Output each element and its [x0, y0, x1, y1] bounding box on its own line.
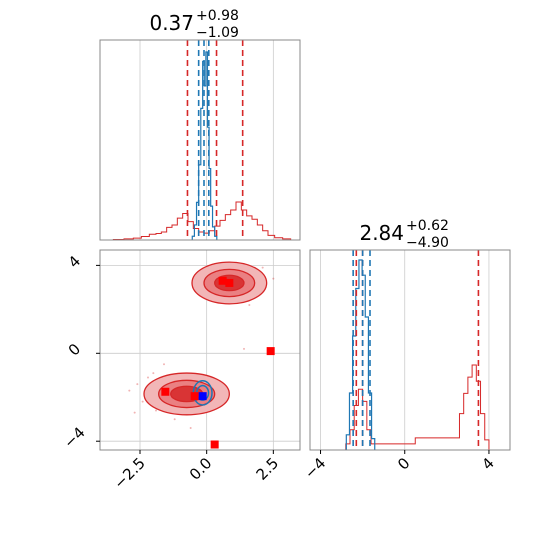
top-blue-histogram: [191, 51, 218, 240]
joint-x-tick-label-0: −2.5: [110, 454, 148, 492]
right-panel-title-plus: +0.62: [406, 218, 449, 234]
joint-red-marker-4: [190, 392, 199, 401]
right-panel-title: 2.84 +0.62−4.90: [359, 218, 448, 251]
right-x-tick-label-2: 4: [478, 454, 497, 473]
joint-y-tick-label-2: 4: [65, 252, 84, 271]
joint-red-marker-1: [225, 278, 234, 287]
top-panel-title-value: 0.37: [149, 11, 194, 35]
right-panel-title-minus: −4.90: [406, 235, 449, 251]
joint-y-tick-label-1: 0: [65, 340, 84, 359]
top-panel-title-plus: +0.98: [196, 8, 239, 24]
right-x-tick-label-1: 0: [394, 454, 413, 473]
top-panel-title: 0.37 +0.98−1.09: [149, 8, 238, 41]
joint-blue-marker-0: [198, 392, 207, 401]
joint-red-marker-0: [218, 276, 227, 285]
joint-scatter-point-0: [136, 383, 139, 386]
joint-scatter-point-1: [147, 376, 149, 379]
joint-x-tick-label-1: 0.0: [186, 454, 216, 484]
joint-y-tick-label-0: −4: [60, 423, 88, 451]
joint-scatter-point-6: [152, 372, 155, 375]
top-panel-title-minus: −1.09: [196, 25, 239, 41]
joint-red-marker-5: [210, 440, 219, 449]
joint-panel-frame: [99, 249, 301, 451]
right-panel-title-value: 2.84: [359, 221, 404, 245]
joint-scatter-point-7: [248, 303, 251, 306]
top-panel-frame: [99, 39, 301, 241]
joint-scatter-point-12: [243, 347, 245, 350]
joint-red-marker-3: [161, 387, 170, 396]
right-blue-histogram: [345, 259, 376, 450]
joint-scatter-point-14: [189, 427, 192, 430]
joint-scatter-point-13: [163, 363, 165, 366]
joint-x-tick-label-2: 2.5: [253, 454, 283, 484]
right-panel-frame: [309, 249, 511, 451]
joint-red-marker-2: [266, 347, 275, 356]
right-x-tick-label-0: −4: [301, 454, 329, 482]
joint-scatter-point-3: [141, 400, 144, 403]
joint-scatter-point-11: [272, 277, 275, 280]
joint-scatter-point-15: [133, 411, 136, 414]
joint-scatter-point-5: [128, 389, 131, 392]
joint-scatter-point-4: [173, 418, 176, 421]
joint-scatter-point-8: [261, 266, 264, 269]
right-red-histogram: [345, 364, 490, 450]
top-red-histogram: [112, 201, 292, 241]
joint-scatter-point-2: [155, 409, 157, 412]
